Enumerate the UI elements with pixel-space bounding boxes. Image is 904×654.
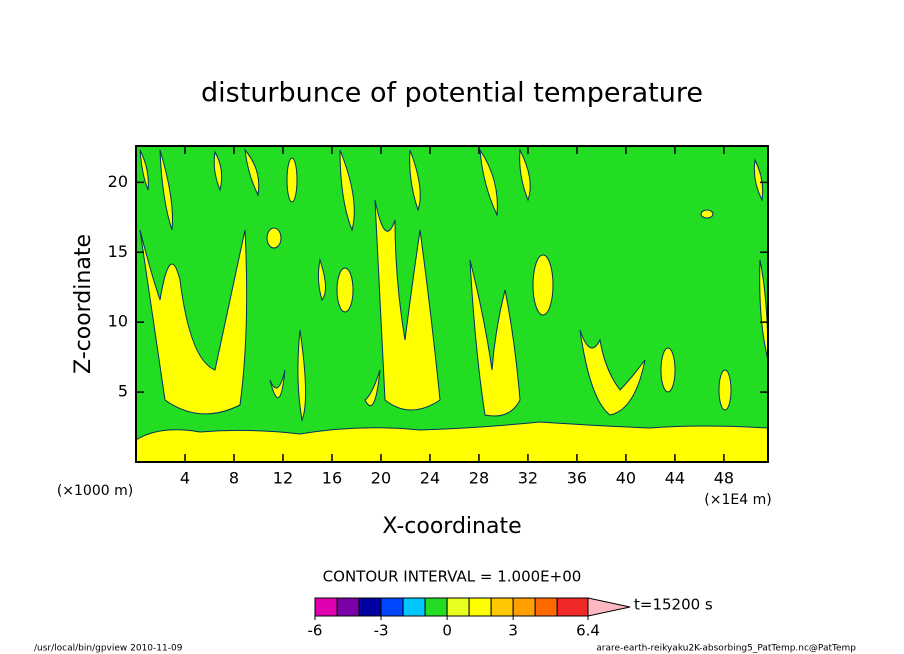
colorbar-box xyxy=(358,597,382,617)
y-tick-label: 10 xyxy=(108,312,128,331)
colorbar-box xyxy=(512,597,536,617)
colorbar-box xyxy=(380,597,404,617)
x-tick-label: 48 xyxy=(714,469,734,488)
footer-right: arare-earth-reikyaku2K-absorbing5_PatTem… xyxy=(596,644,856,654)
footer-left: /usr/local/bin/gpview 2010-11-09 xyxy=(34,644,183,654)
x-tick-label: 32 xyxy=(518,469,538,488)
x-axis-label: X-coordinate xyxy=(382,514,521,539)
chart-title: disturbunce of potential temperature xyxy=(201,78,703,109)
colorbar-tick-label: -3 xyxy=(374,622,389,640)
x-tick-label: 8 xyxy=(229,469,239,488)
x-tick-label: 44 xyxy=(665,469,685,488)
x-tick-label: 16 xyxy=(322,469,342,488)
y-tick-label: 20 xyxy=(108,172,128,191)
y-tick-label: 15 xyxy=(108,242,128,261)
colorbar-box xyxy=(534,597,558,617)
x-tick-label: 4 xyxy=(180,469,190,488)
colorbar-box xyxy=(490,597,514,617)
colorbar-box xyxy=(424,597,448,617)
x-tick-label: 12 xyxy=(273,469,293,488)
plot-field xyxy=(135,145,769,463)
colorbar-box xyxy=(314,597,338,617)
y-axis-label: Z-coordinate xyxy=(71,234,96,374)
colorbar-box xyxy=(468,597,492,617)
colorbar-tick-label: -6 xyxy=(308,622,323,640)
x-tick-label: 36 xyxy=(567,469,587,488)
y-unit-label: (×1000 m) xyxy=(57,483,133,499)
colorbar-box xyxy=(556,597,589,617)
x-unit-label: (×1E4 m) xyxy=(704,492,771,508)
colorbar-box xyxy=(336,597,360,617)
colorbar-tick-label: 3 xyxy=(508,622,518,640)
colorbar-tick-label: 0 xyxy=(442,622,452,640)
colorbar-box xyxy=(402,597,426,617)
x-tick-label: 28 xyxy=(469,469,489,488)
time-label: t=15200 s xyxy=(634,596,713,614)
colorbar-box xyxy=(446,597,470,617)
x-tick-label: 24 xyxy=(420,469,440,488)
x-tick-label: 40 xyxy=(616,469,636,488)
x-tick-label: 20 xyxy=(371,469,391,488)
colorbar-over xyxy=(587,597,631,617)
contour-regions xyxy=(135,148,769,463)
colorbar-tick-label: 6.4 xyxy=(576,622,600,640)
y-tick-label: 5 xyxy=(118,382,128,401)
plot-frame xyxy=(135,145,769,463)
contour-interval: CONTOUR INTERVAL = 1.000E+00 xyxy=(323,568,582,586)
